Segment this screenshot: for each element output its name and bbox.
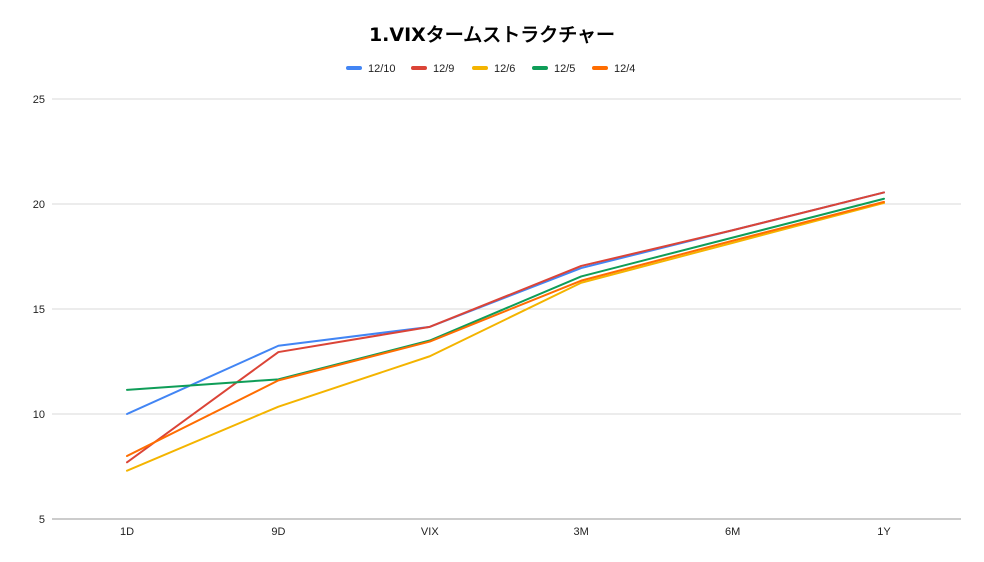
y-tick-label: 15 (33, 304, 45, 316)
y-tick-label: 20 (33, 199, 45, 211)
series-lines (126, 191, 885, 472)
y-tick-label: 10 (33, 409, 45, 421)
x-tick-label: 1D (120, 526, 134, 538)
x-tick-label: 1Y (877, 526, 891, 538)
x-axis-ticks: 1D 9D VIX 3M 6M 1Y (120, 526, 891, 538)
series-line (126, 201, 885, 472)
x-tick-label: 9D (271, 526, 285, 538)
legend-label: 12/6 (494, 63, 515, 75)
legend-label: 12/10 (368, 63, 396, 75)
series-line (126, 197, 885, 391)
x-tick-label: 3M (574, 526, 589, 538)
y-axis-ticks: 5 10 15 20 25 (33, 94, 45, 526)
x-tick-label: VIX (421, 526, 439, 538)
legend-label: 12/4 (614, 63, 635, 75)
series-line (126, 191, 885, 464)
x-tick-label: 6M (725, 526, 740, 538)
legend-label: 12/9 (433, 63, 454, 75)
legend-label: 12/5 (554, 63, 575, 75)
legend: 12/10 12/9 12/6 12/5 12/4 (346, 63, 635, 75)
y-tick-label: 5 (39, 514, 45, 526)
series-line (126, 200, 885, 457)
chart-title: 1.VIXタームストラクチャー (368, 24, 616, 46)
y-tick-label: 25 (33, 94, 45, 106)
